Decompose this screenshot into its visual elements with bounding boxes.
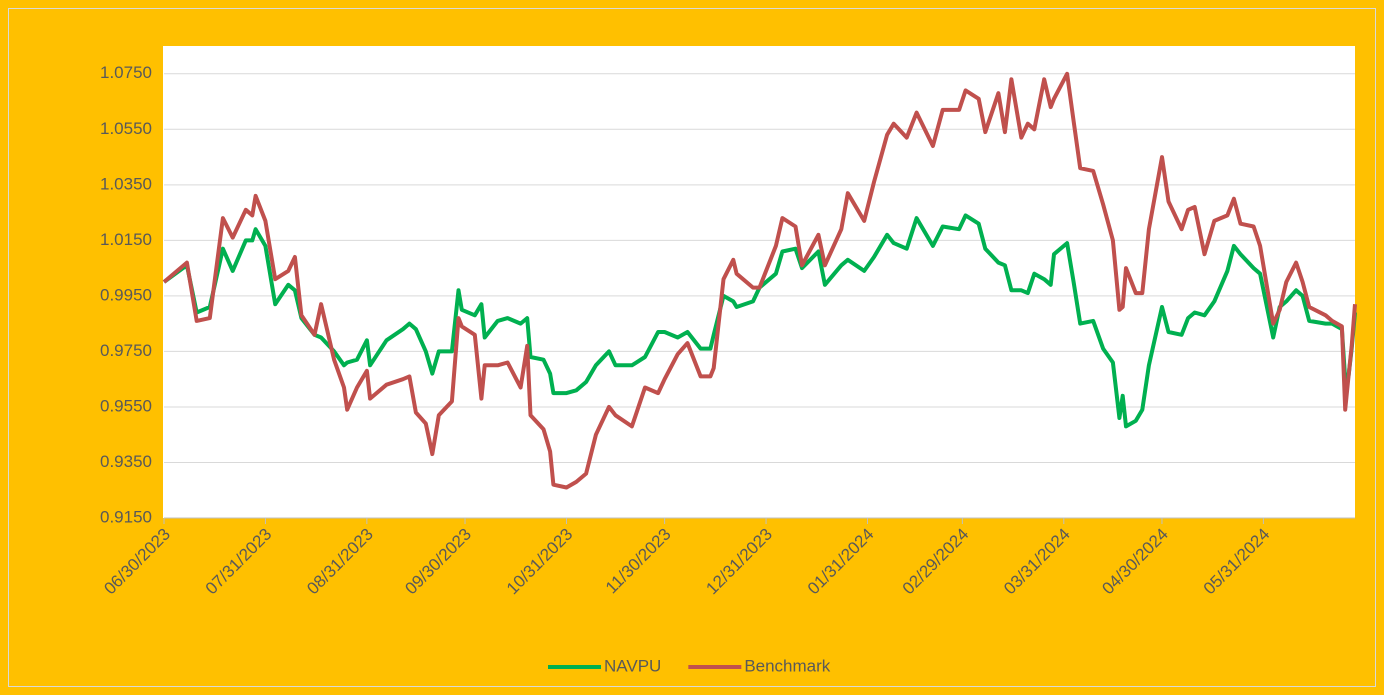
series-line <box>162 213 1357 429</box>
y-tick-label: 0.9150 <box>100 507 152 526</box>
legend-label: NAVPU <box>604 656 661 675</box>
legend-label: Benchmark <box>744 656 830 675</box>
y-tick-label: 1.0350 <box>100 174 152 193</box>
y-tick-label: 0.9350 <box>100 452 152 471</box>
y-tick-label: 1.0550 <box>100 119 152 138</box>
plot-area <box>163 46 1355 518</box>
series-line <box>162 71 1357 490</box>
y-tick-label: 0.9950 <box>100 285 152 304</box>
y-tick-label: 0.9550 <box>100 396 152 415</box>
y-tick-label: 1.0150 <box>100 230 152 249</box>
y-tick-label: 1.0750 <box>100 63 152 82</box>
chart-border <box>8 8 1376 687</box>
y-tick-label: 0.9750 <box>100 341 152 360</box>
